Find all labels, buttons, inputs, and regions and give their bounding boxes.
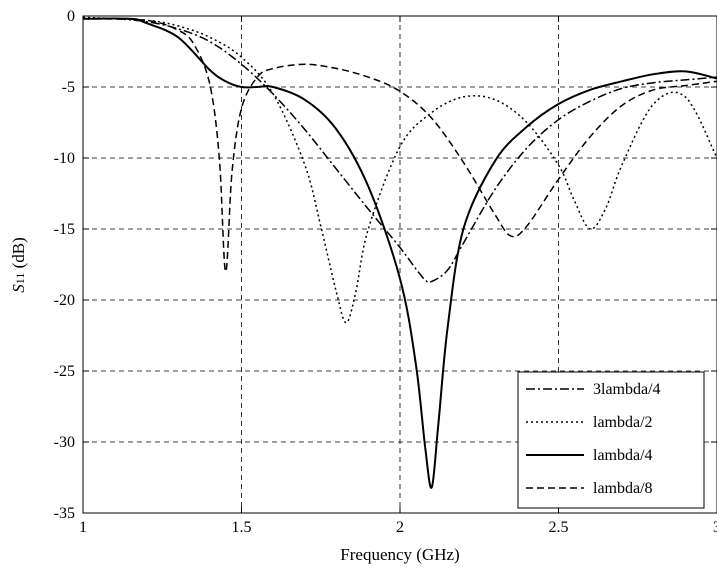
x-tick-label: 1 — [79, 519, 87, 536]
y-tick-label: -25 — [54, 363, 75, 380]
series-line-4 — [83, 18, 717, 273]
x-tick-label: 3 — [713, 519, 717, 536]
y-tick-label: -5 — [62, 79, 75, 96]
y-axis-label-rest: (dB) — [9, 237, 28, 272]
y-tick-label: 0 — [67, 8, 75, 25]
x-tick-label: 2.5 — [549, 519, 569, 536]
legend-box — [517, 371, 705, 509]
y-tick-label: -35 — [54, 505, 75, 522]
legend-label-4: lambda/8 — [593, 480, 653, 497]
grid-lines — [83, 16, 717, 513]
x-tick-label: 2 — [396, 519, 404, 536]
y-axis-label-sub: 11 — [13, 273, 27, 285]
y-tick-labels: 0 -5 -10 -15 -20 -25 -30 -35 — [54, 8, 75, 522]
y-axis-label-main: S — [9, 284, 28, 293]
series-line-3 — [83, 17, 717, 489]
tick-marks — [82, 15, 717, 514]
legend-label-2: lambda/2 — [593, 414, 653, 431]
series-line-1 — [83, 17, 717, 284]
x-tick-label: 1.5 — [232, 519, 252, 536]
y-tick-label: -10 — [54, 150, 75, 167]
legend-label-1: 3lambda/4 — [593, 381, 661, 398]
y-axis-label: S11 (dB) — [9, 237, 28, 292]
legend: 3lambda/4 lambda/2 lambda/4 lambda/8 — [517, 371, 705, 509]
series-lines — [83, 16, 717, 489]
y-tick-label: -15 — [54, 221, 75, 238]
x-axis-label: Frequency (GHz) — [340, 545, 459, 564]
legend-label-3: lambda/4 — [593, 447, 653, 464]
y-tick-label: -30 — [54, 434, 75, 451]
y-tick-label: -20 — [54, 292, 75, 309]
x-tick-labels: 1 1.5 2 2.5 3 — [79, 519, 717, 536]
